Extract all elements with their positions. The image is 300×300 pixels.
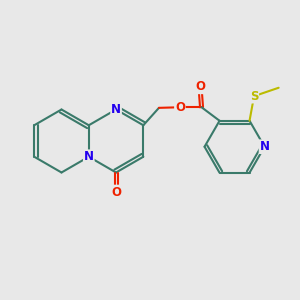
Text: O: O (195, 80, 205, 93)
Text: O: O (111, 185, 121, 199)
Text: O: O (175, 101, 185, 114)
Text: S: S (250, 90, 258, 103)
Text: N: N (111, 103, 121, 116)
Text: N: N (260, 140, 269, 153)
Text: N: N (84, 150, 94, 163)
